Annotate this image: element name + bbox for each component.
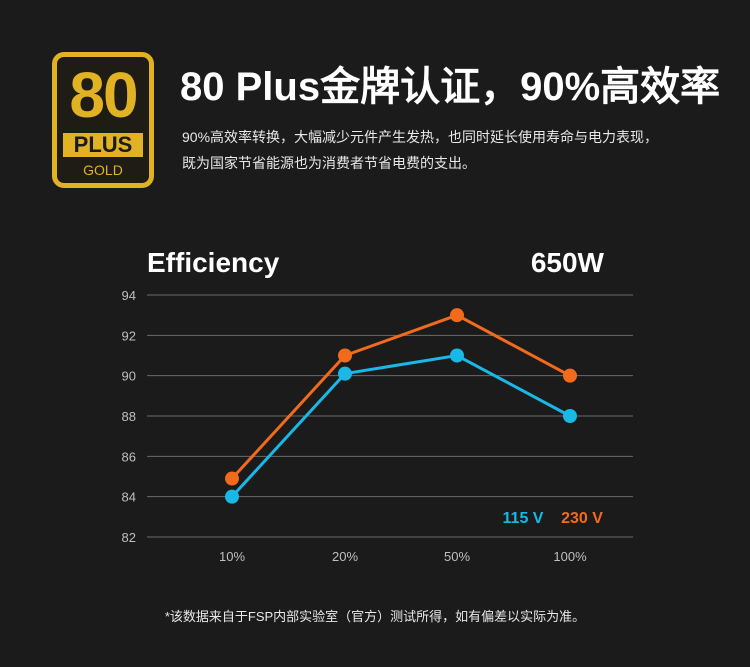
series-lines — [225, 308, 577, 504]
y-tick-label: 94 — [122, 288, 136, 303]
legend-item: 230 V — [561, 510, 603, 527]
y-tick-label: 90 — [122, 369, 136, 384]
badge-plus-label: PLUS — [63, 133, 143, 157]
x-axis-ticks: 10% 20% 50% 100% — [219, 549, 587, 564]
data-point — [225, 471, 239, 486]
description: 90%高效率转换，大幅减少元件产生发热，也同时延长使用寿命与电力表现， 既为国家… — [182, 124, 722, 176]
series-line — [230, 313, 571, 480]
series-line — [230, 353, 571, 498]
y-tick-label: 92 — [122, 328, 136, 343]
description-line-2: 既为国家节省能源也为消费者节省电费的支出。 — [182, 155, 476, 171]
data-point — [225, 489, 239, 504]
legend: 115 V 230 V — [503, 510, 604, 527]
y-tick-label: 86 — [122, 449, 136, 464]
y-axis-ticks: 82 84 86 88 90 92 94 — [122, 288, 136, 545]
series-115v — [225, 348, 577, 504]
badge-number: 80 — [69, 59, 138, 131]
data-point — [450, 348, 464, 363]
data-point — [338, 366, 352, 381]
y-tick-label: 84 — [122, 490, 136, 505]
x-tick-label: 50% — [444, 549, 470, 564]
data-point — [450, 308, 464, 323]
data-point — [338, 348, 352, 363]
x-tick-label: 100% — [553, 549, 587, 564]
data-point — [563, 409, 577, 423]
chart-title: Efficiency — [147, 247, 280, 278]
y-tick-label: 88 — [122, 409, 136, 424]
y-tick-label: 82 — [122, 530, 136, 545]
badge-tier-label: GOLD — [83, 162, 123, 178]
page-title: 80 Plus金牌认证，90%高效率 — [180, 65, 721, 109]
80-plus-gold-badge: 80 PLUS GOLD — [52, 52, 154, 188]
footnote: *该数据来自于FSP内部实验室（官方）测试所得，如有偏差以实际为准。 — [164, 609, 586, 624]
legend-item: 115 V — [503, 510, 544, 527]
x-tick-label: 10% — [219, 549, 245, 564]
grid-lines — [147, 294, 633, 538]
series-230v — [225, 308, 577, 486]
data-point — [563, 368, 577, 383]
description-line-1: 90%高效率转换，大幅减少元件产生发热，也同时延长使用寿命与电力表现， — [182, 129, 659, 145]
x-tick-label: 20% — [332, 549, 358, 564]
chart-subtitle: 650W — [531, 247, 605, 278]
